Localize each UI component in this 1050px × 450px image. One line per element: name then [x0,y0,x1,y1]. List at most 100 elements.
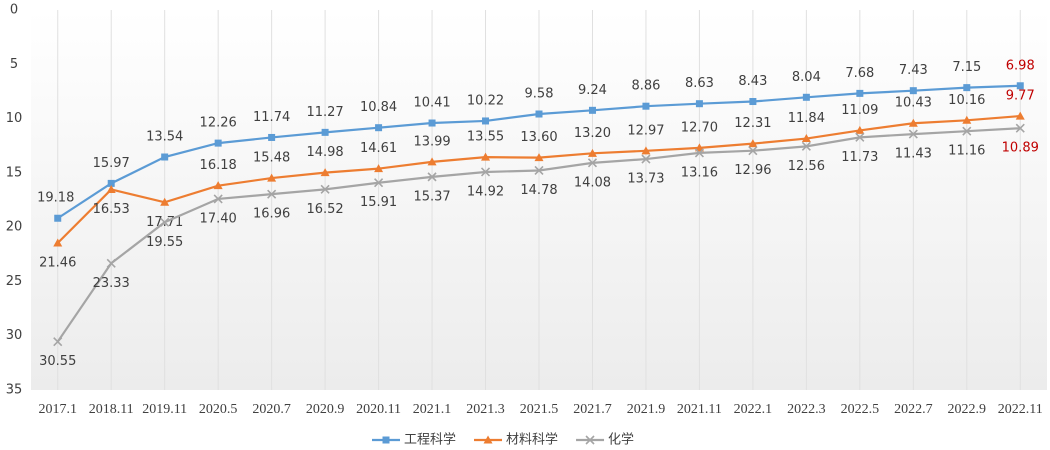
y-tick-label: 25 [6,274,23,289]
data-label: 14.78 [520,183,557,198]
marker [375,124,383,132]
data-label: 10.41 [413,96,450,111]
marker [908,129,918,139]
data-label: 16.52 [306,202,343,217]
data-label: 30.55 [39,354,76,369]
marker [214,139,222,147]
marker [321,128,329,136]
marker [160,217,170,227]
marker [694,143,704,152]
x-tick-label: 2017.1 [38,402,77,417]
data-label: 10.84 [360,100,397,115]
marker [374,178,384,188]
marker [427,157,437,166]
marker [1016,82,1024,90]
x-tick-label: 2021.11 [677,402,722,417]
marker [748,139,758,148]
data-label: 11.73 [841,150,878,165]
marker [480,167,491,177]
marker [587,158,598,168]
marker [801,141,811,151]
legend-marker [483,435,493,444]
marker [587,148,597,157]
x-tick-label: 2021.7 [573,402,612,417]
data-label: 14.61 [360,141,397,156]
data-label: 11.43 [895,147,932,162]
x-tick-label: 2020.9 [306,402,345,417]
marker [534,153,544,162]
data-label: 10.89 [1002,141,1039,156]
data-label: 12.56 [788,159,825,174]
marker [962,115,972,124]
marker [267,173,277,182]
marker [481,152,491,161]
y-tick-label: 15 [6,165,23,180]
data-label: 12.97 [627,123,664,138]
marker [1015,111,1025,120]
marker [694,148,704,158]
marker [428,119,436,127]
y-tick-label: 20 [6,220,23,235]
marker [106,258,116,268]
data-label: 15.37 [413,189,450,204]
x-tick-label: 2022.7 [894,402,933,417]
data-label: 13.16 [681,165,718,180]
data-label: 6.98 [1006,58,1035,73]
data-label: 9.24 [578,83,607,98]
data-label: 23.33 [93,276,130,291]
x-tick-label: 2021.1 [413,402,452,417]
data-label: 10.43 [895,96,932,111]
data-label: 21.46 [39,255,76,270]
marker [160,197,170,206]
data-label: 8.04 [792,70,821,85]
marker [748,146,758,156]
data-label: 12.70 [681,120,718,135]
marker [534,165,544,176]
marker [801,134,811,143]
marker [642,102,650,110]
legend-marker [382,436,390,444]
data-label: 16.53 [93,202,130,217]
data-label: 13.73 [627,172,664,187]
data-label: 13.99 [413,134,450,149]
data-label: 7.68 [845,66,874,81]
x-tick-label: 2022.1 [734,402,773,417]
x-tick-label: 2021.3 [466,402,505,417]
data-label: 11.84 [788,111,825,126]
y-tick-label: 5 [10,57,18,72]
x-tick-label: 2020.5 [199,402,238,417]
data-label: 10.22 [467,93,504,108]
marker [856,89,864,97]
marker [641,146,651,155]
marker [427,172,437,182]
marker [855,132,865,142]
data-label: 8.63 [685,76,714,91]
marker [54,214,62,222]
data-label: 12.96 [734,163,771,178]
data-label: 17.40 [200,211,237,226]
x-tick-label: 2020.7 [252,402,291,417]
data-label: 14.92 [467,184,504,199]
marker [963,84,971,92]
x-tick-label: 2022.9 [948,402,987,417]
x-tick-label: 2022.5 [841,402,880,417]
marker [53,337,63,347]
data-label: 13.54 [146,130,183,145]
data-label: 7.43 [899,63,928,78]
x-tick-label: 2022.3 [787,402,826,417]
data-label: 14.08 [574,175,611,190]
marker [213,181,223,190]
marker [908,118,918,127]
data-label: 19.18 [37,191,74,206]
marker [535,110,543,118]
marker [482,117,490,125]
data-label: 9.77 [1006,89,1035,104]
legend-marker [585,435,595,445]
marker [53,238,63,247]
data-label: 16.18 [200,158,237,173]
x-tick-label: 2019.11 [142,402,187,417]
marker [802,93,810,101]
data-label: 15.91 [360,195,397,210]
marker [213,194,223,204]
